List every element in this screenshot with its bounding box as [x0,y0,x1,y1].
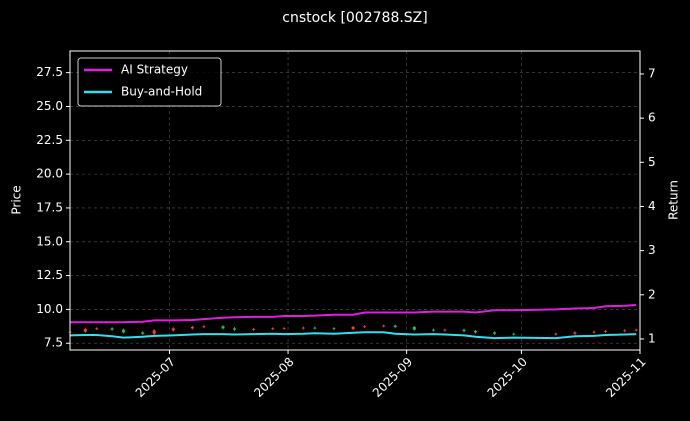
y-tick-label: 12.5 [36,268,63,282]
candle-body [493,332,497,334]
x-tick-label: 2025-09 [370,355,415,400]
y2-tick-label: 1 [648,331,656,345]
return-line [69,331,637,340]
candle-body [363,326,367,328]
y-tick-label: 20.0 [36,167,63,181]
legend-box [77,57,222,107]
candle-body [382,325,386,327]
y-tick-label: 10.0 [36,302,63,316]
y2-tick-label: 5 [648,155,656,169]
candle-body [271,328,275,330]
candle-body [83,329,87,332]
candle-body [122,329,126,333]
chart-title: cnstock [002788.SZ] [282,10,427,26]
y-tick-label: 17.5 [36,200,63,214]
candle-body [282,328,286,330]
y-tick-label: 7.5 [44,336,63,350]
x-tick-label: 2025-08 [251,355,296,400]
x-tick-label: 2025-10 [485,355,530,400]
candle-body [512,333,516,335]
y-tick-label: 27.5 [36,65,63,79]
candle-body [573,332,577,334]
candle-body [474,331,478,333]
candle-body [332,328,336,330]
candle-body [604,331,608,332]
candle-body [232,328,236,330]
legend-label: AI Strategy [121,63,188,77]
y-tick-label: 25.0 [36,99,63,113]
candle-body [301,327,305,329]
candle-body [351,327,355,330]
candle-body [252,329,256,330]
y-tick-label: 15.0 [36,234,63,248]
candle-body [171,328,175,331]
y2-tick-label: 7 [648,66,656,80]
candle-body [152,330,156,334]
x-tick-label: 2025-11 [603,355,648,400]
candle-body [110,328,114,330]
y-axis-label: Price [10,185,24,214]
candle-body [393,325,397,327]
plot-frame [69,50,641,351]
candle-body [202,326,206,328]
candle-body [634,329,638,331]
candle-body [141,332,145,334]
x-tick-label: 2025-07 [133,355,178,400]
candle-body [623,330,627,332]
candle-body [313,327,317,329]
y2-axis-label: Return [667,180,681,220]
candle-body [221,326,225,329]
candle-body [95,328,99,330]
y2-tick-label: 3 [648,243,656,257]
candle-body [592,331,596,333]
candle-body [412,327,416,330]
candle-body [554,333,558,335]
y2-tick-label: 2 [648,287,656,301]
candle-body [462,329,466,332]
y2-tick-label: 4 [648,199,656,213]
y2-tick-label: 6 [648,111,656,125]
y-tick-label: 22.5 [36,133,63,147]
candle-body [431,329,435,331]
candle-body [190,327,194,329]
return-line [70,304,637,324]
legend-label: Buy-and-Hold [121,85,202,99]
candle-body [443,329,447,331]
